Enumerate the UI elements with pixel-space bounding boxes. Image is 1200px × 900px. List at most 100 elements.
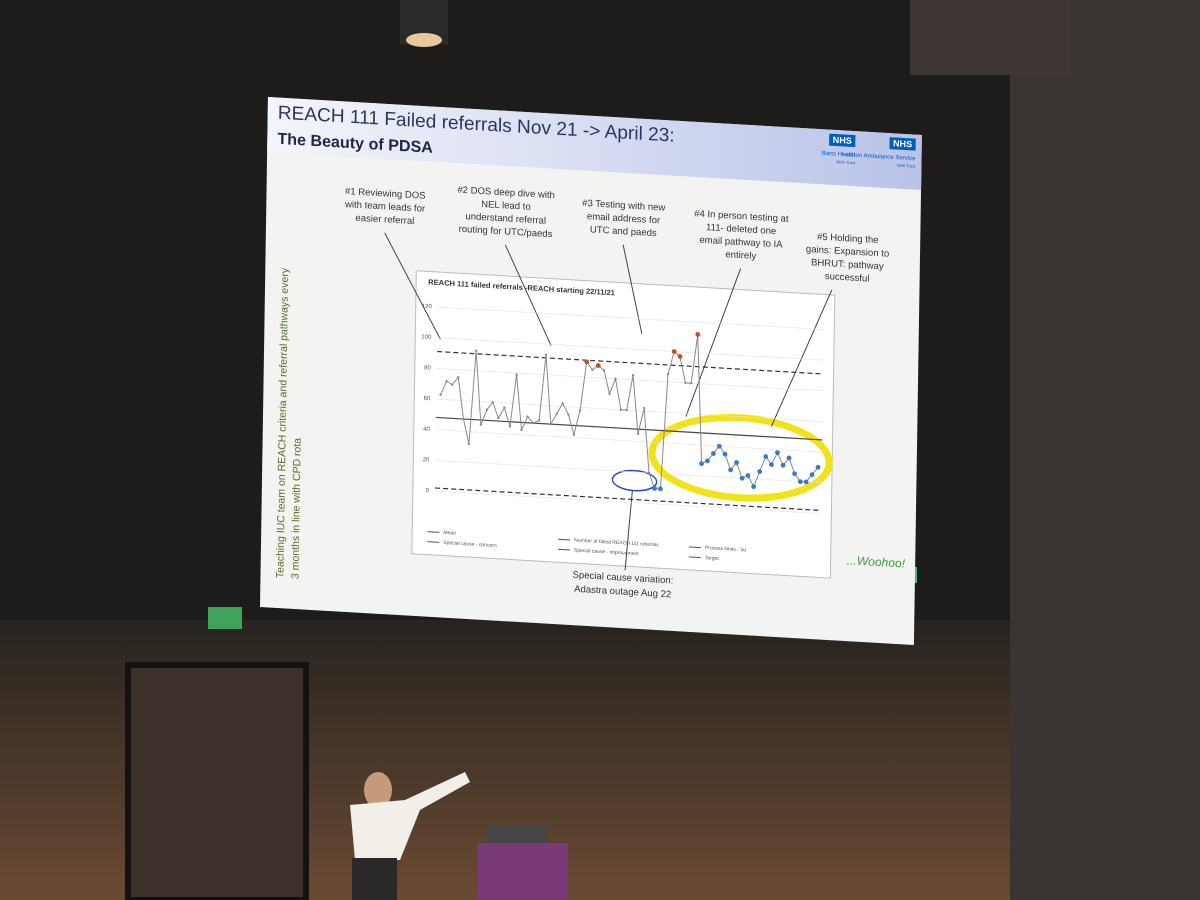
door [125,662,309,900]
grid-line [434,490,822,514]
grid-line [436,368,824,392]
data-point [614,377,617,380]
data-point [491,401,495,404]
cheer: ...Woohoo! [847,553,906,570]
data-point [775,450,780,456]
data-point [763,454,769,459]
presenter-legs [352,858,397,900]
data-point [503,406,506,409]
podium [478,843,568,900]
annotation: UTC and paeds [590,224,657,239]
side-text: Teaching IUC team on REACH criteria and … [274,267,291,579]
data-point [474,349,478,352]
logo-sub: NHS Trust [897,163,916,169]
data-point [544,353,548,356]
data-line [440,334,819,490]
data-point [809,472,815,478]
annotation: #1 Reviewing DOS [345,186,426,202]
data-point [608,392,611,395]
data-point [439,393,442,396]
nhs-mark: NHS [893,138,912,149]
chart-box [411,270,836,579]
stage-light [406,33,442,47]
data-point [657,486,663,492]
annotation: successful [825,271,870,285]
legend-label: Mean [443,530,456,537]
grid-line [435,460,822,484]
side-text: 3 months in line with CPD rota [289,437,303,579]
data-point [537,419,541,422]
data-point [642,406,646,410]
y-tick-label: 80 [424,365,431,371]
presenter-head [364,772,392,808]
data-point [532,421,535,425]
grid-line [437,337,824,361]
annotation: #3 Testing with new [582,198,665,214]
data-point [786,455,792,461]
annotation: with team leads for [344,199,426,215]
data-point [591,368,594,371]
data-point [619,408,623,411]
annotation: easier referral [355,213,414,227]
data-point [695,332,701,337]
y-tick-label: 100 [421,334,432,341]
logo-sub: NHS Trust [836,159,855,165]
legend-label: Process limits - 3σ [705,545,747,553]
nhs-mark: NHS [833,135,852,146]
data-point [647,471,651,475]
data-point [734,460,739,465]
data-point [479,423,483,426]
side-wall [1010,0,1200,900]
presenter-body [350,772,470,860]
annotation: email address for [587,211,661,226]
data-point [797,479,803,485]
data-point [515,373,518,376]
annotation-arrow [685,268,742,417]
data-point [508,425,512,428]
grid-line [435,429,823,453]
data-point [457,376,460,379]
annotation: email pathway to IA [699,235,783,251]
annotation: NEL lead to [481,199,531,213]
grid-line [437,306,825,330]
data-point [705,458,710,464]
data-point [652,486,657,491]
y-tick-label: 60 [424,396,431,402]
nhs-badge [889,137,916,151]
legend-swatch [688,546,701,549]
mean [436,416,823,441]
highlight-ring [648,413,833,502]
data-point [815,464,821,470]
data-point [445,380,448,383]
data-point [780,462,786,468]
nhs-badge [829,133,856,148]
slide: REACH 111 Failed referrals Nov 21 -> Apr… [259,97,922,646]
data-point [625,408,628,412]
y-tick-label: 120 [422,304,433,311]
data-point [602,369,606,372]
legend-label: Special cause - improvement [574,548,639,558]
data-point [451,383,454,386]
logo-name: Barts Health [822,151,855,159]
data-point [572,433,576,436]
annotation: 111- deleted one [706,222,776,237]
data-point [803,479,809,485]
lower-limit [435,487,822,512]
annotation: understand referral [465,211,546,227]
annotation-arrow [622,244,643,335]
annotation: #5 Holding the [817,232,879,247]
legend-label: Target [705,555,720,562]
data-point [462,417,465,421]
data-point [745,473,751,478]
legend-swatch [427,541,440,543]
legend-swatch [688,556,701,559]
data-point [555,412,558,415]
data-point [549,422,552,426]
data-point [728,467,734,473]
data-point [467,442,471,446]
grid-line [436,398,823,422]
exit-sign [208,607,242,629]
legend-swatch [427,531,440,533]
